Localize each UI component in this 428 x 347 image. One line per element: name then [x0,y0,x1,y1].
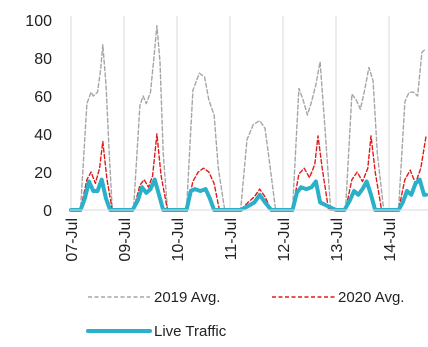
x-tick-label: 12-Jul [276,218,293,262]
y-tick-label: 60 [34,89,52,106]
x-tick-label: 10-Jul [170,218,187,262]
x-tick-label: 11-Jul [223,218,240,260]
grid-lines [70,16,390,210]
y-tick-label: 20 [34,165,52,182]
y-tick-label: 40 [34,127,52,144]
y-tick-label: 100 [25,13,52,30]
x-tick-label: 07-Jul [64,218,81,262]
x-tick-label: 09-Jul [117,218,134,262]
y-axis-ticks: 0 20 40 60 80 100 [25,13,52,220]
legend-label-1: 2020 Avg. [338,289,404,306]
y-tick-label: 0 [43,203,52,220]
y-tick-label: 80 [34,51,52,68]
legend: 2019 Avg. 2020 Avg. Live Traffic [86,289,404,340]
x-axis-ticks: 07-Jul 09-Jul 10-Jul 11-Jul 12-Jul 13-Jul 14-J… [64,218,399,262]
x-tick-label: 14-Jul [382,218,399,262]
x-tick-label: 13-Jul [329,218,346,262]
legend-label-2: Live Traffic [154,323,227,340]
legend-label-0: 2019 Avg. [154,289,220,306]
